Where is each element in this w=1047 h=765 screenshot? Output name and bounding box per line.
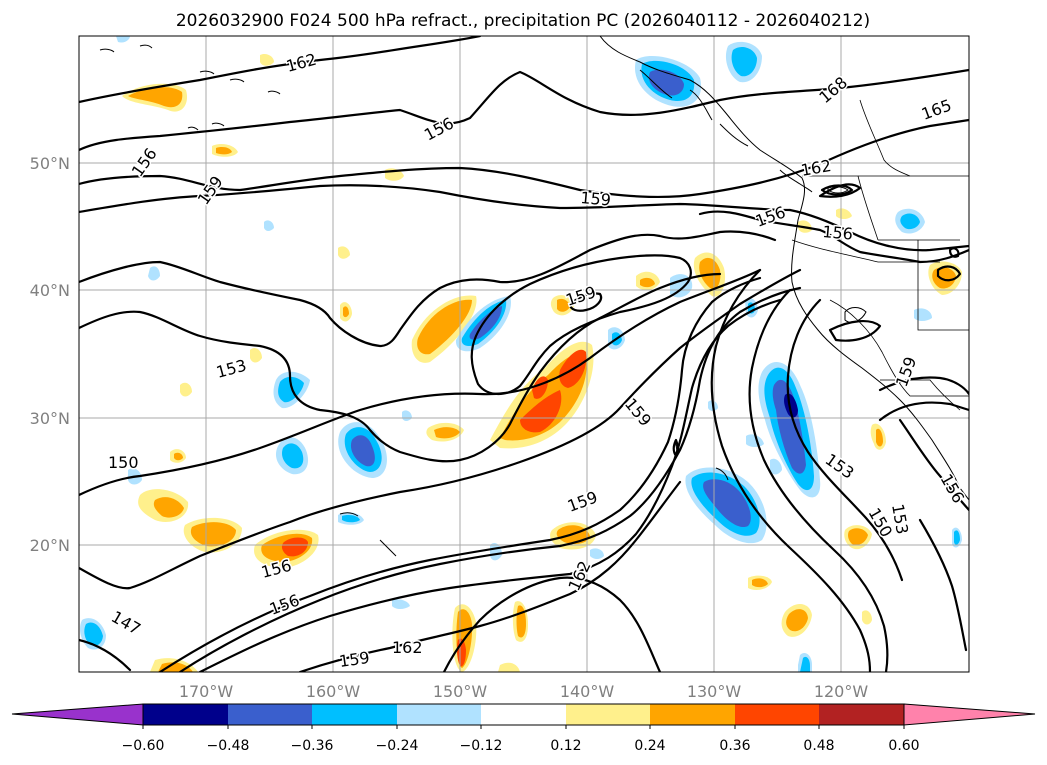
lon-label-140w: 140°W bbox=[560, 682, 615, 701]
precip-negative-shading bbox=[80, 36, 962, 672]
colorbar-tick-label: −0.36 bbox=[291, 738, 334, 754]
colorbar-tick-label: −0.24 bbox=[376, 738, 419, 754]
lon-label-160w: 160°W bbox=[306, 682, 361, 701]
colorbar-tick-label: 0.36 bbox=[719, 738, 750, 754]
contour-label: 150 bbox=[108, 453, 139, 472]
contour-label: 162 bbox=[392, 638, 423, 657]
refractivity-contours bbox=[79, 36, 969, 672]
lat-label-30n: 30°N bbox=[30, 409, 70, 428]
colorbar-extend-high bbox=[903, 703, 1036, 726]
colorbar-tick-label: −0.60 bbox=[122, 738, 165, 754]
lon-label-130w: 130°W bbox=[687, 682, 742, 701]
map-frame bbox=[78, 35, 970, 673]
colorbar-tick-label: 0.48 bbox=[803, 738, 834, 754]
colorbar-segment bbox=[481, 704, 566, 725]
colorbar-extend-low bbox=[11, 703, 144, 726]
colorbar-tick-label: −0.48 bbox=[207, 738, 250, 754]
lat-label-40n: 40°N bbox=[30, 281, 70, 300]
colorbar-tick-label: 0.12 bbox=[550, 738, 581, 754]
colorbar-segment bbox=[228, 704, 312, 725]
colorbar-segment bbox=[312, 704, 397, 725]
lon-label-170w: 170°W bbox=[179, 682, 234, 701]
colorbar-tick-label: −0.12 bbox=[460, 738, 503, 754]
map-background bbox=[79, 36, 969, 672]
colorbar: −0.60 −0.48 −0.36 −0.24 −0.12 0.12 0.24 … bbox=[11, 703, 1036, 754]
lon-label-150w: 150°W bbox=[433, 682, 488, 701]
graticule bbox=[79, 36, 969, 672]
colorbar-segment bbox=[819, 704, 904, 725]
contour-label: 156 bbox=[822, 222, 854, 244]
colorbar-segment bbox=[397, 704, 481, 725]
latitude-labels: 50°N 40°N 30°N 20°N bbox=[30, 154, 70, 555]
contour-label: 159 bbox=[580, 188, 612, 210]
lat-label-50n: 50°N bbox=[30, 154, 70, 173]
figure-title: 2026032900 F024 500 hPa refract., precip… bbox=[176, 11, 870, 31]
colorbar-segment bbox=[143, 704, 228, 725]
precip-positive-shading bbox=[122, 53, 962, 672]
colorbar-segment bbox=[735, 704, 819, 725]
lat-label-20n: 20°N bbox=[30, 536, 70, 555]
colorbar-segment bbox=[650, 704, 735, 725]
lon-label-120w: 120°W bbox=[814, 682, 869, 701]
colorbar-tick-label: 0.60 bbox=[888, 738, 919, 754]
colorbar-tick-label: 0.24 bbox=[634, 738, 665, 754]
colorbar-segment bbox=[566, 704, 650, 725]
longitude-labels: 170°W 160°W 150°W 140°W 130°W 120°W bbox=[179, 682, 869, 701]
